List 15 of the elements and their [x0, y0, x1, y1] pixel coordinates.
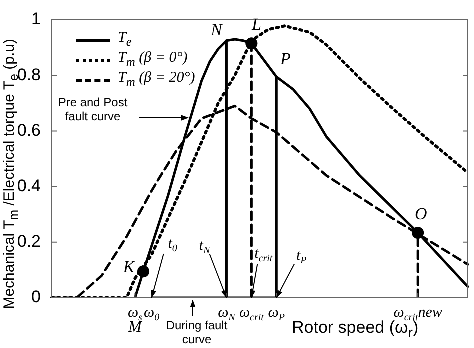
- y-tick-label: 0.6: [17, 120, 41, 140]
- y-tick-label: 0: [32, 288, 41, 307]
- annotation: M: [128, 319, 144, 336]
- legend-label: T$_{m}$ (β = 20°): [118, 70, 196, 90]
- annotation: L: [250, 15, 262, 34]
- annotation: P: [279, 49, 291, 68]
- y-tick-label: 0.8: [17, 65, 41, 84]
- annotation: N: [210, 20, 224, 40]
- y-tick-label: 0.4: [17, 176, 41, 196]
- legend-label: T$_{e}$: [118, 30, 132, 50]
- annotation: Pre and Post fault curve: [58, 95, 128, 124]
- y-tick-label: 1: [32, 10, 41, 29]
- annotation: K: [122, 257, 136, 276]
- legend-label: T$_{m}$ (β = 0°): [118, 50, 188, 70]
- annotation: O: [414, 204, 428, 224]
